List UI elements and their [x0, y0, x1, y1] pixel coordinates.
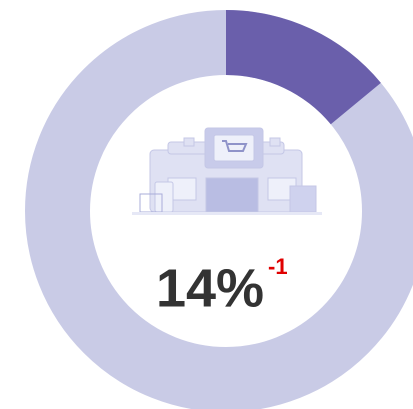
center-value: 14% [156, 258, 264, 318]
delta-label: -1 [268, 254, 288, 279]
store-icon [132, 127, 322, 215]
donut-segment [226, 10, 381, 125]
